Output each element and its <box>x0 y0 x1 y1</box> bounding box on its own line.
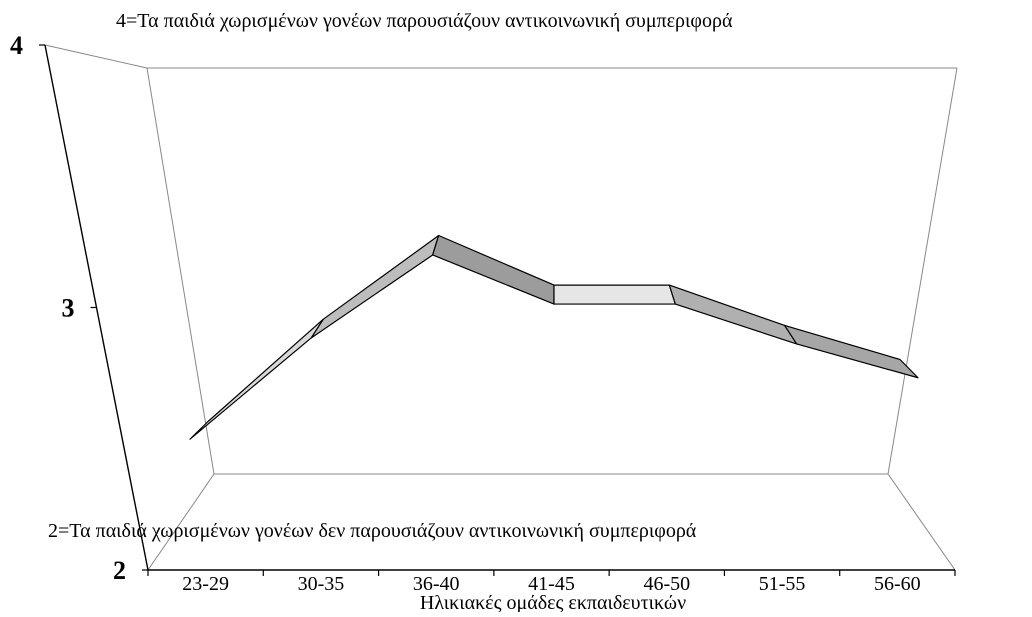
back-wall-left-edge <box>147 68 214 474</box>
y-tick-label: 3 <box>62 294 75 323</box>
ribbon-segment <box>785 325 918 377</box>
left-wall-top-edge <box>45 45 147 68</box>
ribbon-segment <box>311 236 438 338</box>
chart-walls <box>45 45 957 570</box>
annotation-bottom: 2=Τα παιδιά χωρισμένων γονέων δεν παρουσ… <box>48 520 697 542</box>
ribbon-segment <box>669 285 796 344</box>
ribbon-segment <box>433 236 554 305</box>
ribbon-segment <box>554 285 675 304</box>
x-tick-label: 51-55 <box>759 573 806 595</box>
ribbon-segment <box>190 319 323 439</box>
series-ribbon <box>190 236 918 440</box>
annotation-top: 4=Τα παιδιά χωρισμένων γονέων παρουσιάζο… <box>116 10 733 32</box>
x-tick-label: 56-60 <box>874 573 921 595</box>
y-tick-label: 4 <box>10 31 23 60</box>
x-tick-label: 23-29 <box>182 573 229 595</box>
floor-right-edge <box>888 474 955 570</box>
y-tick-label: 2 <box>113 556 126 585</box>
back-wall-right-edge <box>888 68 957 474</box>
x-tick-label: 30-35 <box>298 573 345 595</box>
x-axis-title: Ηλικιακές ομάδες εκπαιδευτικών <box>420 592 686 612</box>
y-ticks: 2 3 4 <box>10 31 148 585</box>
